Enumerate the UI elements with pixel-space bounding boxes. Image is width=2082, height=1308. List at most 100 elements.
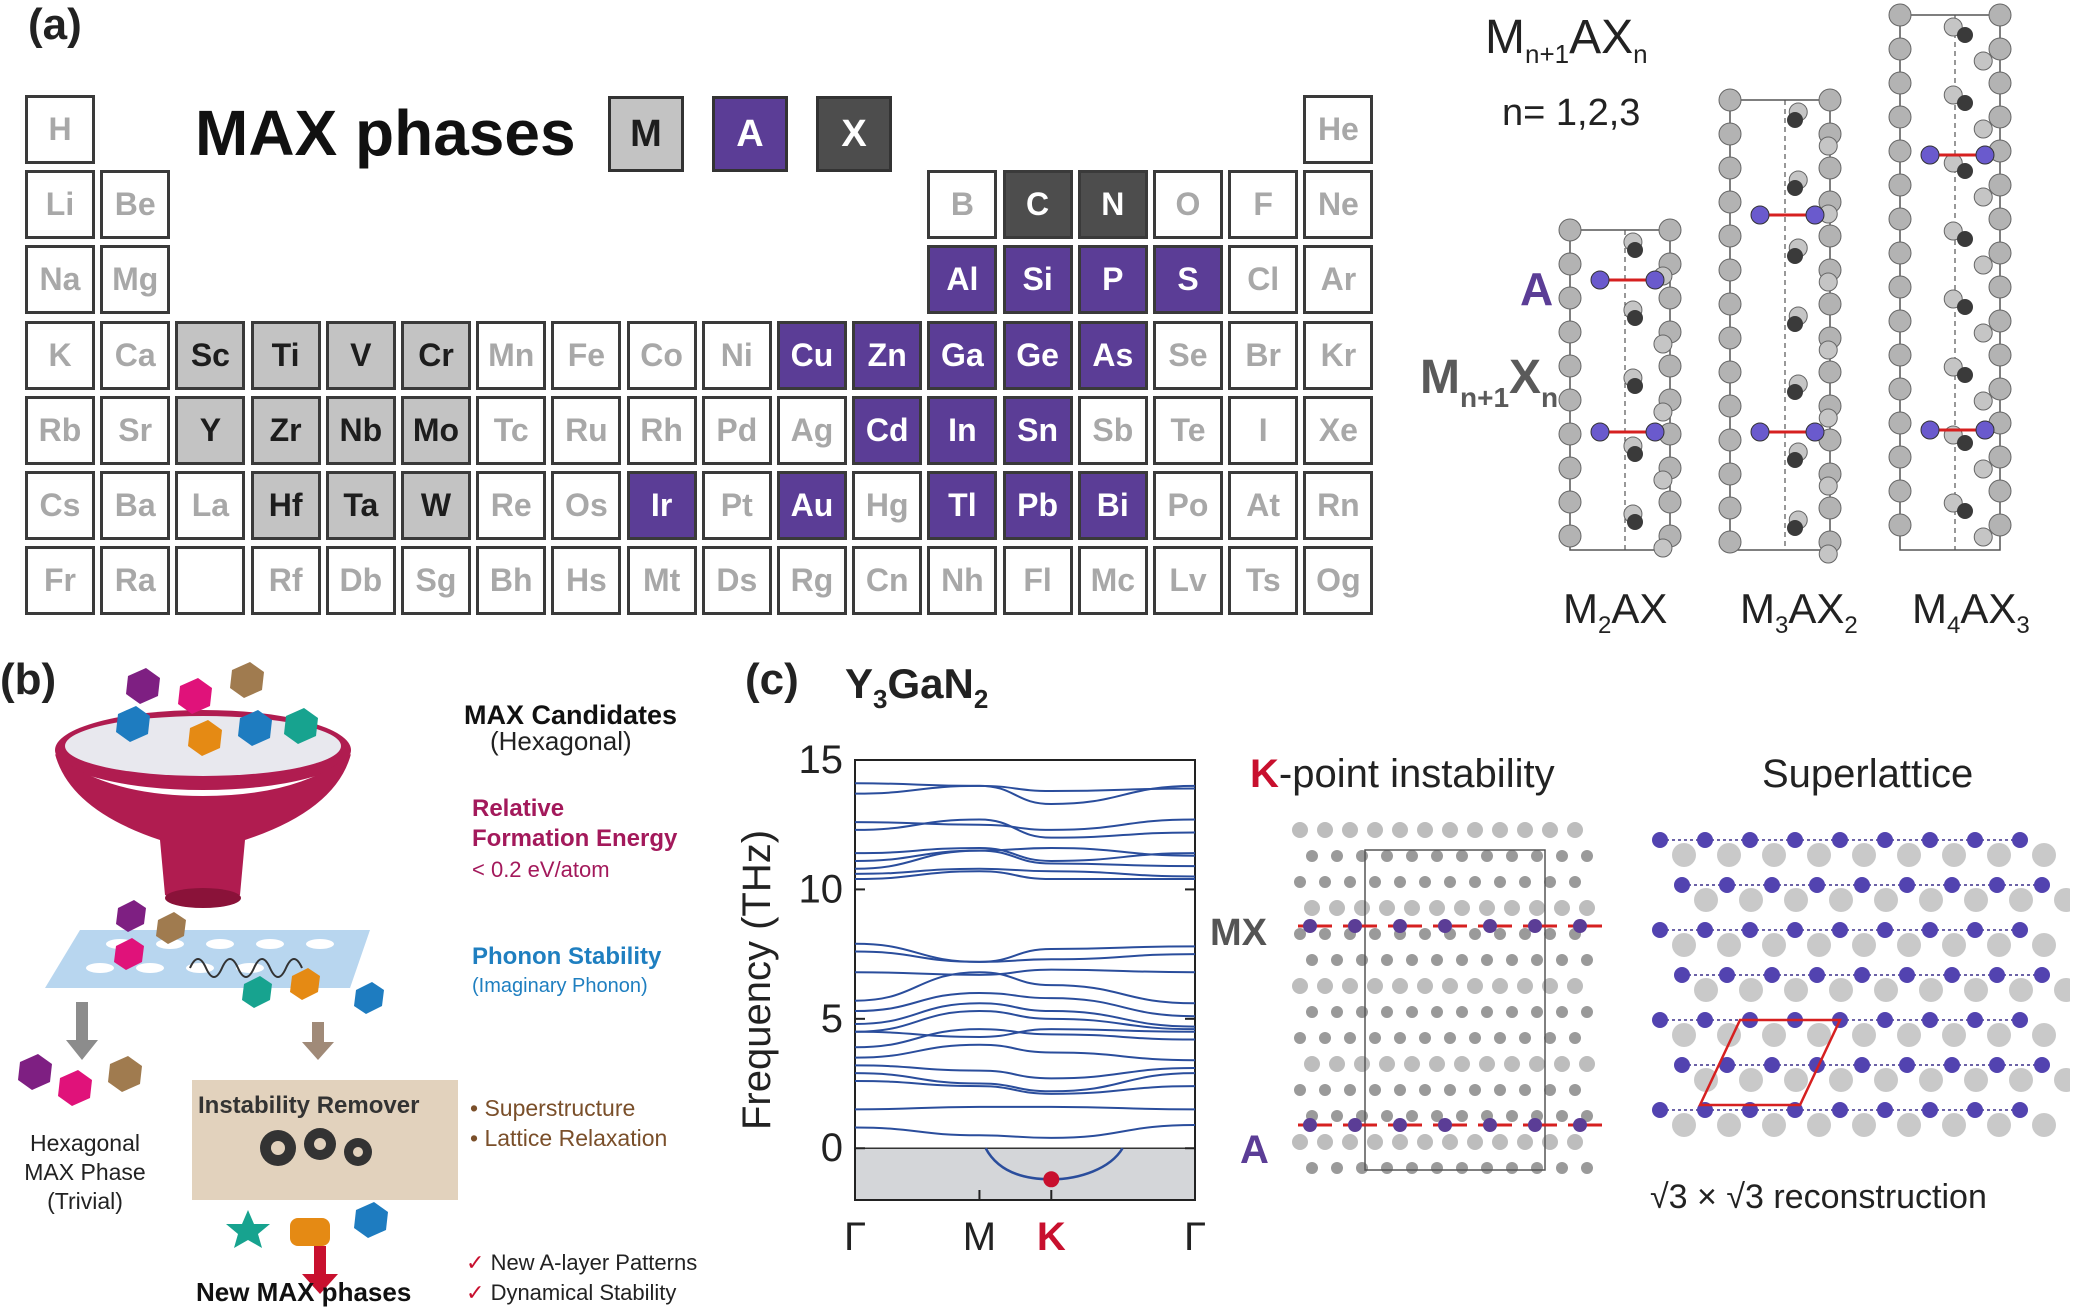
formula-m-sub: n+1	[1524, 39, 1570, 69]
phonon-dispersion-chart: 15 10 5 0 Γ M K Γ Frequency (THz)	[735, 738, 1206, 1259]
element-blank	[175, 546, 246, 616]
element-o: O	[1153, 170, 1223, 240]
phonon-band-14	[854, 1002, 1196, 1028]
element-hg: Hg	[852, 471, 923, 540]
element-xe: Xe	[1303, 395, 1374, 465]
mx-layer-label: Mn+1Xn	[1420, 350, 1558, 414]
y-tick-label: 15	[799, 738, 844, 782]
y-axis-label: Frequency (THz)	[735, 830, 779, 1130]
phonon-band-2	[854, 818, 1196, 831]
phonon-band-1	[854, 784, 1196, 795]
element-ir: Ir	[626, 471, 697, 540]
formula-ax: AX	[1569, 11, 1634, 64]
general-formula: Mn+1AXn	[1485, 10, 1648, 70]
a-label: A	[1240, 1128, 1269, 1172]
element-i: I	[1228, 395, 1299, 465]
element-b: B	[927, 170, 998, 240]
element-zn: Zn	[852, 320, 923, 390]
new-max-phases: New MAX phases	[196, 1277, 412, 1307]
element-pb: Pb	[1002, 471, 1073, 540]
element-fr: Fr	[25, 546, 95, 616]
element-ba: Ba	[100, 471, 171, 540]
mx-x: X	[1509, 351, 1542, 404]
element-sn: Sn	[1002, 395, 1073, 465]
phonon-band-21	[854, 1079, 1196, 1095]
phonon-band-18	[854, 1043, 1196, 1062]
candidates-sub: (Hexagonal)	[490, 726, 632, 756]
superlattice-illustration	[1652, 832, 2070, 1137]
element-p: P	[1077, 245, 1148, 315]
element-tc: Tc	[476, 395, 547, 465]
element-y: Y	[175, 395, 246, 465]
element-pt: Pt	[701, 471, 772, 540]
x-tick-label: M	[963, 1215, 996, 1259]
element-kr: Kr	[1303, 320, 1374, 390]
check-a-layer: ✓ New A-layer Patterns	[466, 1250, 698, 1275]
element-at: At	[1228, 471, 1299, 540]
mx-label: MX	[1210, 912, 1267, 954]
element-rn: Rn	[1303, 471, 1374, 540]
phonon-sub: (Imaginary Phonon)	[472, 975, 648, 997]
k-point-marker	[1043, 1171, 1060, 1188]
element-li: Li	[25, 170, 95, 240]
element-w: W	[401, 471, 471, 540]
candidate-hexagons	[116, 662, 318, 756]
element-mt: Mt	[626, 546, 697, 616]
element-k: K	[25, 320, 95, 390]
element-cs: Cs	[25, 471, 95, 540]
candidates-title: MAX Candidates	[464, 700, 678, 730]
remover-item-relaxation: • Lattice Relaxation	[470, 1125, 668, 1151]
x-tick-label: Γ	[1184, 1215, 1206, 1259]
element-ga: Ga	[927, 320, 998, 390]
phonon-band-4	[854, 846, 1196, 862]
mx-sub1: n+1	[1459, 382, 1510, 413]
n-values: n= 1,2,3	[1502, 92, 1641, 134]
element-db: Db	[325, 546, 396, 616]
element-hs: Hs	[551, 546, 622, 616]
element-rg: Rg	[777, 546, 847, 616]
crystal-structures	[1558, 3, 2012, 564]
x-tick-label: Γ	[844, 1215, 866, 1259]
element-mn: Mn	[476, 320, 547, 390]
element-ru: Ru	[551, 395, 622, 465]
element-ag: Ag	[777, 395, 847, 465]
a-layer-label: A	[1520, 263, 1554, 315]
element-te: Te	[1153, 395, 1223, 465]
phonon-band-20	[854, 1072, 1196, 1093]
element-zr: Zr	[250, 395, 321, 465]
element-be: Be	[100, 170, 171, 240]
element-he: He	[1303, 95, 1374, 164]
element-bi: Bi	[1077, 471, 1148, 540]
element-cl: Cl	[1228, 245, 1299, 315]
element-os: Os	[551, 471, 622, 540]
element-f: F	[1228, 170, 1299, 240]
reconstruction-label: √3 × √3 reconstruction	[1650, 1178, 1987, 1216]
element-la: La	[175, 471, 246, 540]
element-au: Au	[777, 471, 847, 540]
structure-label-m3ax2: M3AX2	[1740, 585, 1858, 639]
phonon-title: Phonon Stability	[472, 943, 662, 970]
element-n: N	[1077, 170, 1148, 240]
sieve-plate	[45, 930, 370, 988]
element-bh: Bh	[476, 546, 547, 616]
element-ts: Ts	[1228, 546, 1299, 616]
element-fl: Fl	[1002, 546, 1073, 616]
screening-funnel-illustration	[18, 662, 458, 1294]
phonon-band-17	[854, 1028, 1196, 1049]
formation-threshold: < 0.2 eV/atom	[472, 857, 610, 882]
element-ra: Ra	[100, 546, 171, 616]
trivial-line-3: (Trivial)	[47, 1188, 123, 1214]
supercell-outline	[1698, 1018, 1842, 1107]
element-se: Se	[1153, 320, 1223, 390]
phonon-band-9	[854, 942, 1196, 963]
element-ti: Ti	[250, 320, 321, 390]
element-hf: Hf	[250, 471, 321, 540]
element-rb: Rb	[25, 395, 95, 465]
phonon-band-19	[854, 1064, 1196, 1080]
element-re: Re	[476, 471, 547, 540]
element-as: As	[1077, 320, 1148, 390]
element-mc: Mc	[1077, 546, 1148, 616]
imaginary-region	[855, 1148, 1195, 1200]
phonon-band-15	[854, 1010, 1196, 1033]
legend-x: X	[816, 96, 892, 172]
